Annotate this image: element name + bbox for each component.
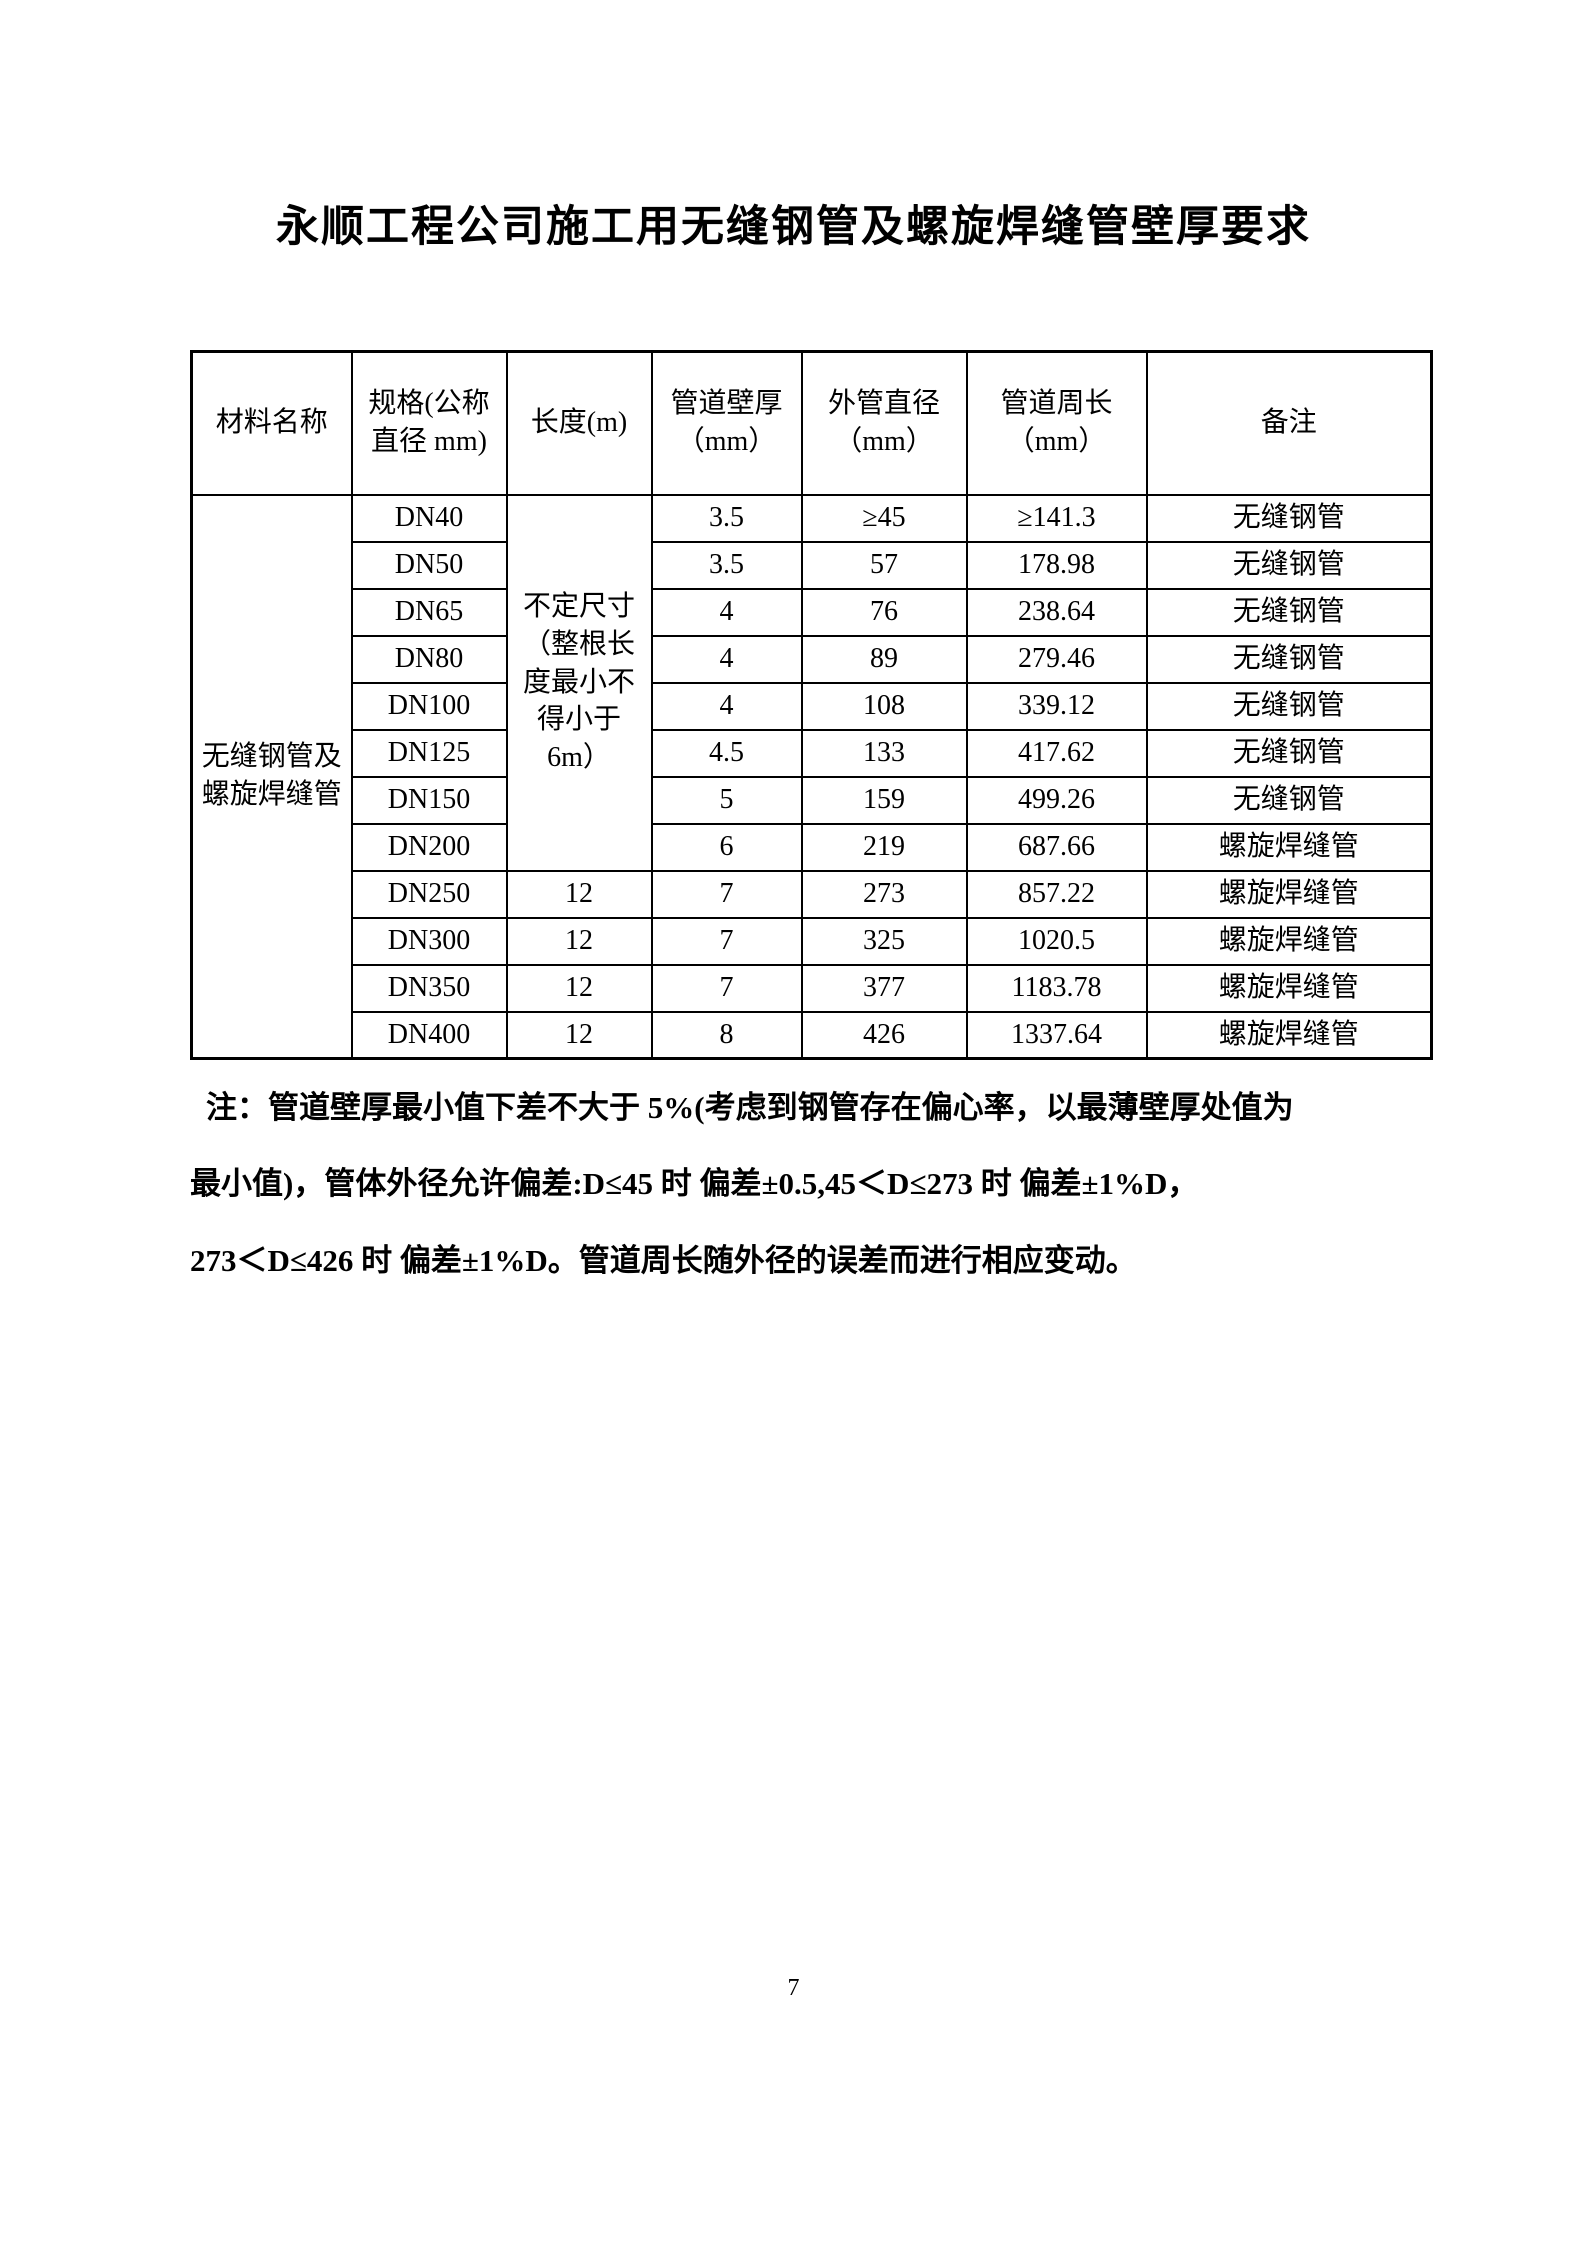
cell-outer-diameter: 426 (800, 1010, 968, 1060)
pipe-spec-table: 材料名称 规格(公称直径 mm) 长度(m) 管道壁厚 （mm） 外管直径 （m… (190, 350, 1433, 1060)
cell-thickness: 4.5 (650, 728, 803, 778)
cell-remark: 无缝钢管 (1145, 728, 1433, 778)
cell-outer-diameter: 89 (800, 634, 968, 684)
table-row: DN100 4 108 339.12 无缝钢管 (192, 681, 1433, 731)
cell-circumference: 339.12 (965, 681, 1148, 731)
page-number: 7 (787, 1975, 800, 2001)
table-row: DN65 4 76 238.64 无缝钢管 (192, 587, 1433, 637)
cell-remark: 无缝钢管 (1145, 681, 1433, 731)
cell-outer-diameter: 159 (800, 775, 968, 825)
cell-remark: 螺旋焊缝管 (1145, 822, 1433, 872)
cell-spec: DN300 (350, 916, 508, 966)
cell-remark: 螺旋焊缝管 (1145, 963, 1433, 1013)
cell-spec: DN250 (350, 869, 508, 919)
table-row: 无缝钢管及螺旋焊缝管 DN40 不定尺寸（整根长度最小不得小于6m） 3.5 ≥… (190, 493, 1433, 1060)
cell-outer-diameter: 133 (800, 728, 968, 778)
cell-spec: DN100 (350, 681, 508, 731)
cell-spec: DN80 (350, 634, 508, 684)
column-header-material: 材料名称 (190, 350, 353, 496)
cell-thickness: 6 (650, 822, 803, 872)
cell-circumference: 1020.5 (965, 916, 1148, 966)
cell-spec: DN350 (350, 963, 508, 1013)
cell-length: 12 (505, 916, 653, 966)
cell-thickness: 4 (650, 634, 803, 684)
column-header-circumference: 管道周长 （mm） (965, 350, 1148, 496)
cell-spec: DN40 (350, 493, 508, 543)
cell-outer-diameter: 377 (800, 963, 968, 1013)
cell-remark: 螺旋焊缝管 (1145, 916, 1433, 966)
cell-thickness: 7 (650, 916, 803, 966)
table-row: DN350 12 7 377 1183.78 螺旋焊缝管 (192, 963, 1433, 1013)
cell-thickness: 5 (650, 775, 803, 825)
table-row: DN80 4 89 279.46 无缝钢管 (192, 634, 1433, 684)
cell-outer-diameter: 325 (800, 916, 968, 966)
cell-outer-diameter: ≥45 (800, 493, 968, 543)
table-row: DN400 12 8 426 1337.64 螺旋焊缝管 (192, 1010, 1433, 1060)
table-row: DN125 4.5 133 417.62 无缝钢管 (192, 728, 1433, 778)
cell-circumference: 499.26 (965, 775, 1148, 825)
table-row: DN200 6 219 687.66 螺旋焊缝管 (192, 822, 1433, 872)
cell-thickness: 4 (650, 587, 803, 637)
cell-thickness: 7 (650, 963, 803, 1013)
cell-spec: DN400 (350, 1010, 508, 1060)
cell-material-merged: 无缝钢管及螺旋焊缝管 (190, 493, 353, 1060)
cell-circumference: 238.64 (965, 587, 1148, 637)
cell-length-merged: 不定尺寸（整根长度最小不得小于6m） (505, 493, 653, 872)
cell-outer-diameter: 76 (800, 587, 968, 637)
cell-thickness: 3.5 (650, 540, 803, 590)
cell-outer-diameter: 108 (800, 681, 968, 731)
cell-circumference: 178.98 (965, 540, 1148, 590)
cell-outer-diameter: 57 (800, 540, 968, 590)
pipe-spec-table-container: 材料名称 规格(公称直径 mm) 长度(m) 管道壁厚 （mm） 外管直径 （m… (190, 350, 1433, 1060)
note-line-3: 273＜D≤426 时 偏差±1%D。管道周长随外径的误差而进行相应变动。 (190, 1242, 1137, 1278)
cell-circumference: 279.46 (965, 634, 1148, 684)
table-row: DN250 12 7 273 857.22 螺旋焊缝管 (192, 869, 1433, 919)
column-header-spec: 规格(公称直径 mm) (350, 350, 508, 496)
cell-remark: 无缝钢管 (1145, 493, 1433, 543)
cell-circumference: 1183.78 (965, 963, 1148, 1013)
cell-spec: DN125 (350, 728, 508, 778)
cell-spec: DN50 (350, 540, 508, 590)
cell-thickness: 4 (650, 681, 803, 731)
notes-block: 注：管道壁厚最小值下差不大于 5%(考虑到钢管存在偏心率，以最薄壁厚处值为 最小… (190, 1088, 1450, 1317)
cell-length: 12 (505, 869, 653, 919)
cell-remark: 无缝钢管 (1145, 587, 1433, 637)
cell-thickness: 8 (650, 1010, 803, 1060)
cell-spec: DN200 (350, 822, 508, 872)
cell-thickness: 3.5 (650, 493, 803, 543)
table-row: DN150 5 159 499.26 无缝钢管 (192, 775, 1433, 825)
column-header-outer-diameter: 外管直径 （mm） (800, 350, 968, 496)
column-header-length: 长度(m) (505, 350, 653, 496)
cell-circumference: 857.22 (965, 869, 1148, 919)
cell-outer-diameter: 219 (800, 822, 968, 872)
cell-spec: DN150 (350, 775, 508, 825)
column-header-remark: 备注 (1145, 350, 1433, 496)
page-title: 永顺工程公司施工用无缝钢管及螺旋焊缝管壁厚要求 (276, 204, 1311, 251)
cell-spec: DN65 (350, 587, 508, 637)
note-line-2: 最小值)，管体外径允许偏差:D≤45 时 偏差±0.5,45＜D≤273 时 偏… (190, 1166, 1199, 1202)
cell-circumference: 687.66 (965, 822, 1148, 872)
column-header-thickness: 管道壁厚 （mm） (650, 350, 803, 496)
cell-remark: 无缝钢管 (1145, 540, 1433, 590)
cell-remark: 无缝钢管 (1145, 634, 1433, 684)
cell-length: 12 (505, 1010, 653, 1060)
table-row: DN300 12 7 325 1020.5 螺旋焊缝管 (192, 916, 1433, 966)
cell-outer-diameter: 273 (800, 869, 968, 919)
cell-remark: 无缝钢管 (1145, 775, 1433, 825)
cell-thickness: 7 (650, 869, 803, 919)
cell-length: 12 (505, 963, 653, 1013)
cell-circumference: 417.62 (965, 728, 1148, 778)
cell-remark: 螺旋焊缝管 (1145, 869, 1433, 919)
cell-remark: 螺旋焊缝管 (1145, 1010, 1433, 1060)
note-line-1: 注：管道壁厚最小值下差不大于 5%(考虑到钢管存在偏心率，以最薄壁厚处值为 (206, 1090, 1294, 1125)
cell-circumference: 1337.64 (965, 1010, 1148, 1060)
header-row: 材料名称 规格(公称直径 mm) 长度(m) 管道壁厚 （mm） 外管直径 （m… (190, 350, 1433, 496)
cell-circumference: ≥141.3 (965, 493, 1148, 543)
table-row: DN50 3.5 57 178.98 无缝钢管 (192, 540, 1433, 590)
